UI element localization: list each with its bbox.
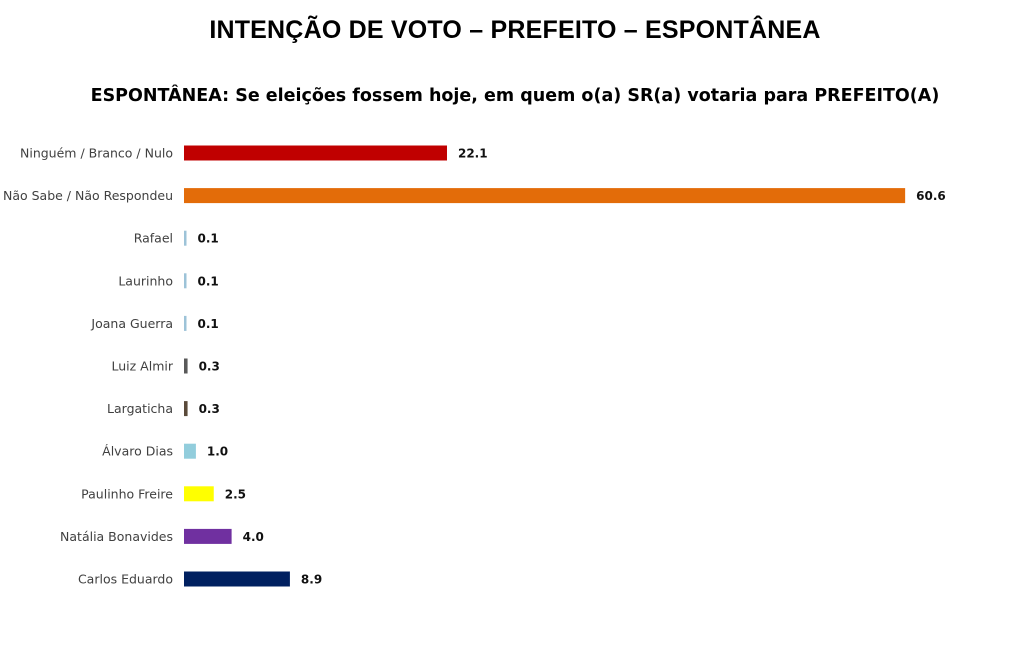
value-label: 0.3 <box>199 360 220 374</box>
bar <box>184 145 447 161</box>
category-label: Largaticha <box>107 401 173 416</box>
category-label: Paulinho Freire <box>81 486 173 501</box>
value-label: 0.1 <box>198 274 219 288</box>
category-label: Joana Guerra <box>90 316 173 331</box>
value-label: 4.0 <box>243 530 264 544</box>
bar <box>184 528 232 544</box>
bar <box>184 443 196 459</box>
bar <box>184 188 906 204</box>
category-label: Carlos Eduardo <box>78 572 173 587</box>
category-label: Álvaro Dias <box>102 444 173 459</box>
bar <box>184 401 188 417</box>
value-label: 0.3 <box>199 402 220 416</box>
category-label: Laurinho <box>118 273 173 288</box>
category-label: Rafael <box>134 231 173 246</box>
value-label: 8.9 <box>301 573 322 587</box>
value-label: 1.0 <box>207 445 228 459</box>
value-label: 22.1 <box>458 147 488 161</box>
category-label: Luiz Almir <box>112 359 174 374</box>
bar <box>184 273 187 289</box>
value-label: 60.6 <box>916 189 946 203</box>
category-label: Não Sabe / Não Respondeu <box>3 188 173 203</box>
category-label: Ninguém / Branco / Nulo <box>20 146 173 161</box>
chart-title: INTENÇÃO DE VOTO – PREFEITO – ESPONTÂNEA <box>209 16 821 44</box>
bar <box>184 358 188 374</box>
value-label: 0.1 <box>198 317 219 331</box>
bar <box>184 571 290 587</box>
value-label: 2.5 <box>225 487 246 501</box>
value-label: 0.1 <box>198 232 219 246</box>
bar <box>184 486 214 502</box>
chart-subtitle: ESPONTÂNEA: Se eleições fossem hoje, em … <box>90 86 940 106</box>
category-label: Natália Bonavides <box>60 529 173 544</box>
bar <box>184 230 187 246</box>
bar <box>184 315 187 331</box>
